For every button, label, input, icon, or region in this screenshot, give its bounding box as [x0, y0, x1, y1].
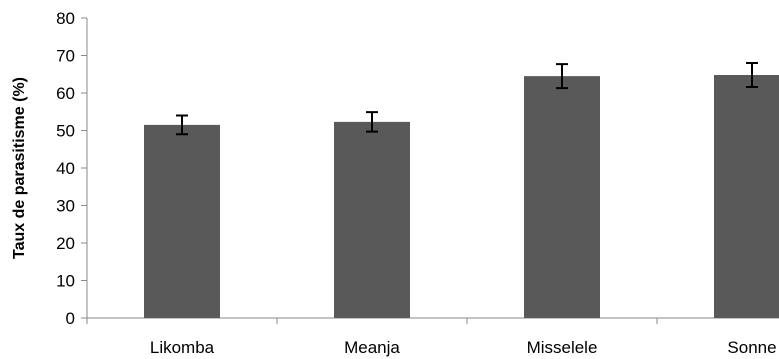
y-tick-label: 40: [56, 159, 75, 178]
y-axis: 0 10 20 30 40 50 60 70 80: [56, 9, 88, 328]
y-tick-label: 70: [56, 47, 75, 66]
bar: [524, 76, 600, 318]
y-tick-label: 30: [56, 197, 75, 216]
bar: [144, 124, 220, 318]
y-tick-label: 60: [56, 84, 75, 103]
error-bars: [176, 62, 758, 136]
bars: [144, 75, 779, 318]
x-axis: Likomba Meanja Misselele Sonne: [86, 317, 779, 357]
x-category-label: Likomba: [150, 338, 215, 357]
y-tick-label: 0: [66, 309, 75, 328]
x-category-label: Sonne: [727, 338, 776, 357]
y-axis-title: Taux de parasitisme (%): [11, 77, 28, 259]
bar: [714, 75, 779, 318]
x-category-label: Meanja: [344, 338, 400, 357]
y-tick-label: 20: [56, 234, 75, 253]
y-tick-label: 50: [56, 122, 75, 141]
x-category-label: Misselele: [527, 338, 598, 357]
y-tick-label: 10: [56, 272, 75, 291]
y-tick-label: 80: [56, 9, 75, 28]
bar: [334, 121, 410, 318]
